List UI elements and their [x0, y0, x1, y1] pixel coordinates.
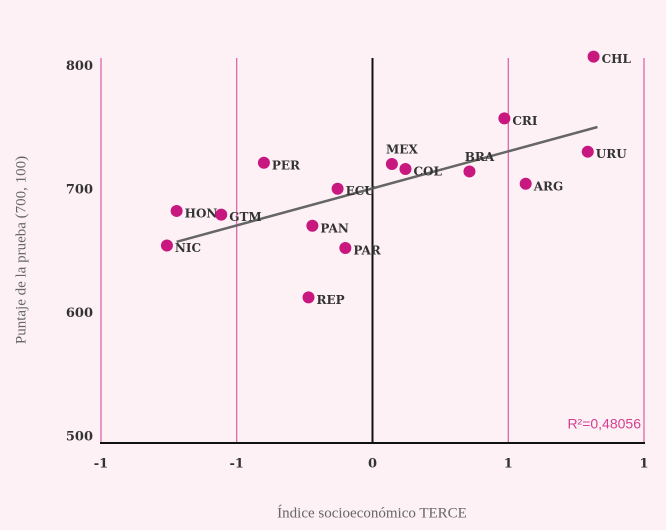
point-label: ARG [533, 179, 564, 193]
point-label: PAN [320, 221, 348, 235]
point-label: COL [413, 164, 442, 178]
point-label: PAR [353, 243, 381, 257]
point [581, 145, 594, 158]
point [519, 177, 532, 190]
point [463, 165, 476, 178]
point-label: BRA [465, 150, 495, 164]
point-label: NIC [175, 241, 201, 255]
x-axis-title: Índice socioeconómico TERCE [277, 504, 467, 521]
point [306, 219, 319, 232]
point [302, 291, 315, 304]
point-label: REP [317, 293, 345, 307]
point [399, 162, 412, 175]
x-tick-label: 1 [639, 457, 648, 472]
point-label: URU [596, 147, 627, 161]
y-tick-label: 800 [66, 59, 93, 74]
trendline [176, 125, 598, 244]
point-label: PER [272, 158, 301, 172]
point-label: HON [185, 206, 218, 220]
point [339, 241, 352, 254]
point [215, 208, 228, 221]
y-axis-title: Puntaje de la prueba (700, 100) [13, 156, 29, 344]
point-label: CRI [512, 114, 538, 128]
point [170, 204, 183, 217]
point [587, 50, 600, 63]
r-squared: R²=0,48056 [567, 416, 641, 432]
point [498, 112, 511, 125]
y-tick-label: 500 [66, 429, 93, 444]
point [331, 182, 344, 195]
point-label: ECU [346, 184, 376, 198]
y-tick-label: 700 [66, 182, 93, 197]
x-tick-label: -1 [230, 457, 244, 472]
point-label: GTM [229, 210, 261, 224]
x-tick-label: 1 [504, 457, 513, 472]
x-tick-label: -1 [94, 457, 108, 472]
point [385, 158, 398, 171]
point [160, 239, 173, 252]
y-tick-label: 600 [66, 306, 93, 321]
point-label: MEX [386, 143, 418, 157]
point [257, 156, 270, 169]
point-label: CHL [602, 52, 632, 66]
x-tick-label: 0 [368, 457, 377, 472]
